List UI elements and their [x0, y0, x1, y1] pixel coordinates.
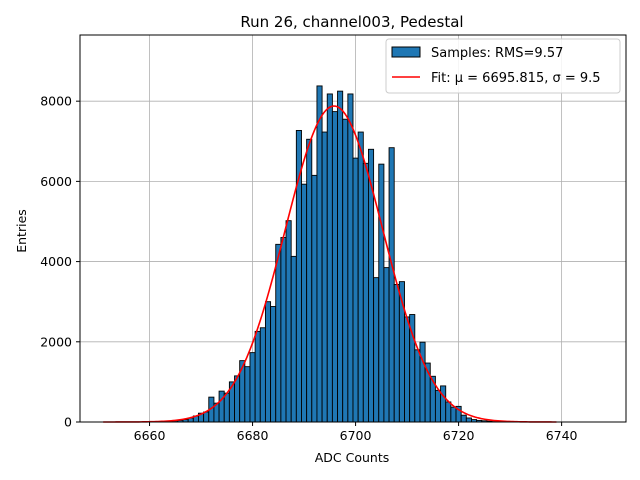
histogram-bar — [244, 366, 251, 423]
histogram-bar — [321, 131, 328, 423]
histogram-bar — [337, 90, 344, 423]
x-tick-label: 6680 — [237, 428, 269, 443]
axis-ticks: 6660 6680 6700 6720 6740 0 2000 4000 6000 8000 — [40, 94, 577, 443]
histogram-bar — [460, 414, 467, 423]
histogram-bar — [347, 93, 354, 423]
x-axis-label: ADC Counts — [315, 450, 390, 465]
y-axis-label: Entries — [14, 209, 29, 253]
histogram-bar — [290, 255, 297, 423]
histogram-bar — [249, 352, 256, 423]
x-tick-label: 6700 — [340, 428, 372, 443]
histogram-bar — [234, 375, 241, 423]
fit-curve — [103, 105, 557, 423]
histogram-bar — [414, 349, 421, 423]
histogram-bar — [254, 330, 261, 423]
x-tick-label: 6660 — [134, 428, 166, 443]
histogram-bar — [352, 157, 359, 423]
legend-label-samples: Samples: RMS=9.57 — [431, 46, 563, 61]
histogram-bar — [306, 138, 313, 423]
y-tick-label: 8000 — [40, 94, 72, 109]
histogram-bar — [373, 277, 380, 423]
histogram-bar — [311, 174, 318, 423]
legend-label-fit: Fit: μ = 6695.815, σ = 9.5 — [431, 71, 601, 86]
histogram-bar — [223, 392, 230, 423]
legend: Samples: RMS=9.57 Fit: μ = 6695.815, σ =… — [385, 38, 621, 94]
histogram-bar — [440, 385, 447, 423]
histogram-bar — [383, 267, 390, 423]
legend-swatch-samples — [391, 46, 421, 58]
histogram-bar — [270, 306, 277, 423]
histogram-bar — [465, 417, 472, 423]
y-tick-label: 4000 — [40, 254, 72, 269]
histogram-bar — [326, 93, 333, 423]
histogram-bar — [388, 147, 395, 423]
histogram-bar — [203, 411, 210, 423]
histogram-bar — [362, 162, 369, 423]
histogram-bar — [434, 389, 442, 423]
histogram-bar — [259, 327, 266, 423]
plot-frame — [79, 34, 627, 423]
x-tick-label: 6740 — [546, 428, 578, 443]
histogram-bar — [285, 220, 292, 423]
histogram-bar — [264, 301, 272, 423]
y-tick-label: 6000 — [40, 174, 72, 189]
y-tick-label: 0 — [64, 415, 72, 430]
histogram-bar — [342, 118, 349, 423]
histogram-bar — [316, 85, 323, 423]
x-tick-label: 6720 — [443, 428, 475, 443]
histogram-bar — [301, 183, 308, 423]
histogram-bar — [445, 401, 452, 423]
histogram-bar — [280, 237, 287, 423]
legend-box — [385, 38, 621, 94]
histogram-bar — [218, 390, 225, 423]
chart-title: Run 26, channel003, Pedestal — [240, 13, 463, 31]
y-tick-label: 2000 — [40, 334, 72, 349]
histogram-bar — [393, 283, 400, 423]
histogram-bar — [331, 111, 338, 423]
histogram-bar — [275, 243, 282, 423]
histogram-bar — [404, 316, 411, 423]
histogram-bar — [450, 406, 457, 423]
histogram-bar — [357, 131, 364, 423]
histogram-bar — [378, 163, 385, 423]
